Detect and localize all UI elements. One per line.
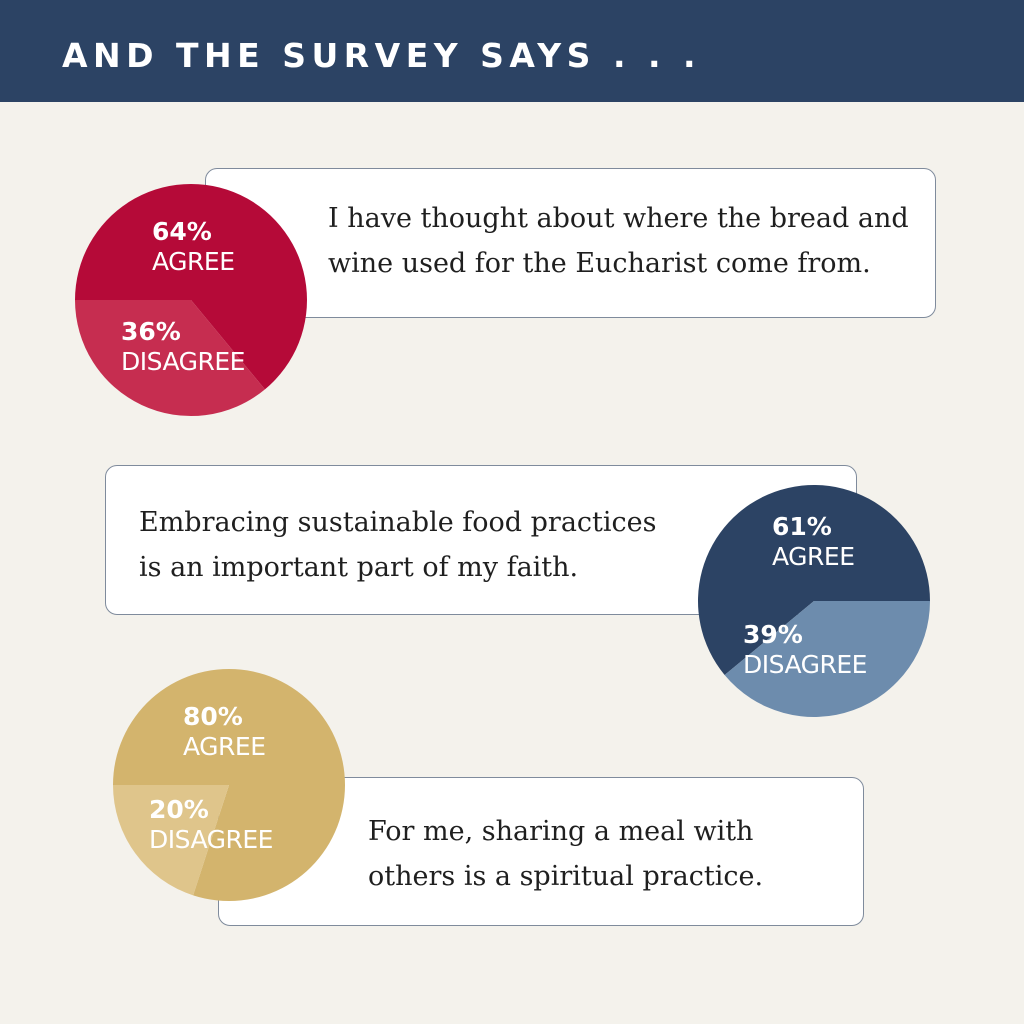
statement-line: I have thought about where the bread and <box>328 203 909 234</box>
statement-line: Embracing sustainable food practices <box>139 507 657 538</box>
agree-percent-label: 61% <box>772 512 832 541</box>
agree-percent-label: 64% <box>152 217 212 246</box>
disagree-percent-label: 20% <box>149 795 209 824</box>
pie-chart-3: 80% AGREE 20% DISAGREE <box>113 668 345 901</box>
header-banner: AND THE SURVEY SAYS . . . <box>0 0 1024 102</box>
disagree-category-label: DISAGREE <box>743 650 867 679</box>
statement-line: wine used for the Eucharist come from. <box>328 248 871 279</box>
statement-line: others is a spiritual practice. <box>368 861 764 892</box>
statement-card-1 <box>205 168 936 318</box>
pie-slice-agree <box>113 668 345 901</box>
pie-slice-agree <box>75 183 307 390</box>
agree-category-label: AGREE <box>772 542 855 571</box>
statement-text-1: I have thought about where the bread and… <box>328 196 909 286</box>
page-title: AND THE SURVEY SAYS . . . <box>62 36 702 75</box>
pie-chart-2: 61% AGREE 39% DISAGREE <box>698 484 930 717</box>
statement-line: is an important part of my faith. <box>139 552 579 583</box>
agree-category-label: AGREE <box>152 247 235 276</box>
pie-chart-1: 64% AGREE 36% DISAGREE <box>75 183 307 416</box>
disagree-percent-label: 39% <box>743 620 803 649</box>
pie-slice-disagree <box>75 300 265 416</box>
statement-line: For me, sharing a meal with <box>368 816 754 847</box>
agree-category-label: AGREE <box>183 732 266 761</box>
disagree-percent-label: 36% <box>121 317 181 346</box>
statement-text-2: Embracing sustainable food practices is … <box>139 500 656 590</box>
disagree-category-label: DISAGREE <box>121 347 245 376</box>
pie-slice-disagree <box>113 785 229 896</box>
disagree-category-label: DISAGREE <box>149 825 273 854</box>
agree-percent-label: 80% <box>183 702 243 731</box>
pie-slice-agree <box>698 484 930 675</box>
statement-text-3: For me, sharing a meal with others is a … <box>368 809 763 899</box>
pie-slice-disagree <box>724 601 930 717</box>
